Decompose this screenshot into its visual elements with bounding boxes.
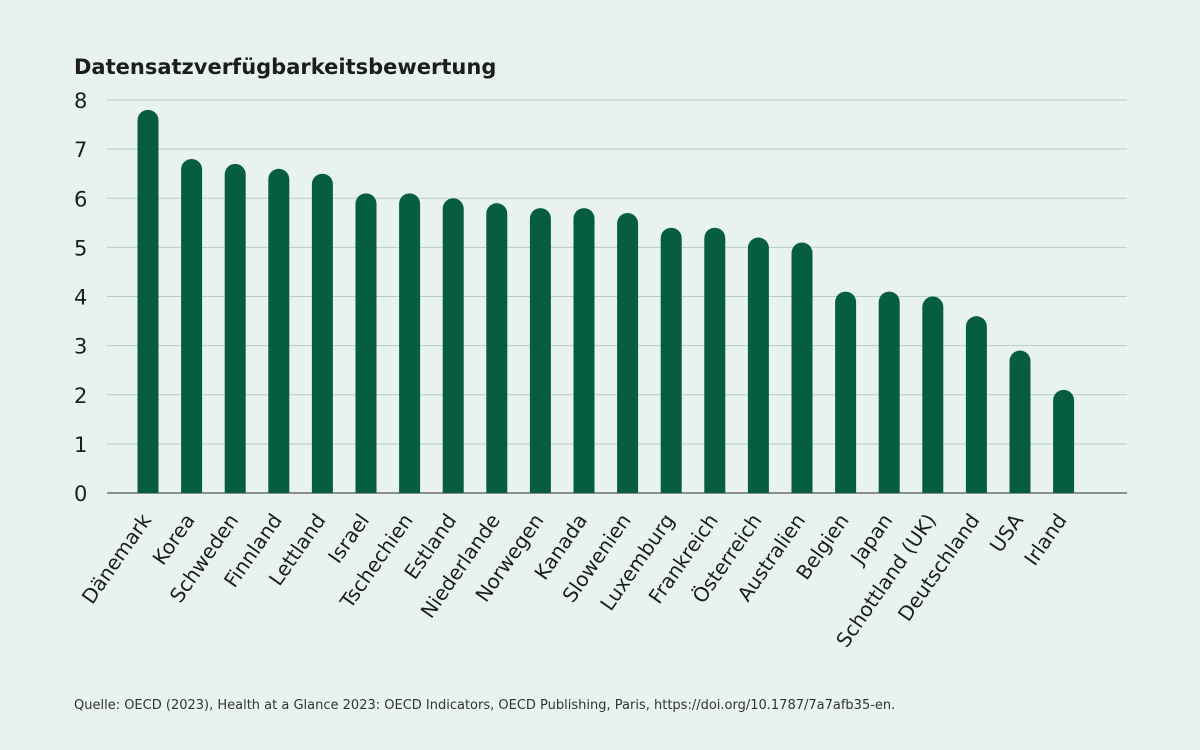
bar-deutschland <box>965 316 987 493</box>
chart-title: Datensatzverfügbarkeitsbewertung <box>74 55 496 79</box>
bar-schweden <box>224 163 246 494</box>
source-note: Quelle: OECD (2023), Health at a Glance … <box>74 698 896 713</box>
x-tick-label: Irland <box>1019 509 1072 570</box>
bars <box>137 109 1075 494</box>
bar-lettland <box>311 173 333 494</box>
bar-irland <box>1053 389 1075 493</box>
bar-tschechien <box>399 193 421 493</box>
bar-schottland-uk <box>922 296 944 493</box>
y-tick-label: 5 <box>74 236 87 260</box>
y-tick-label: 3 <box>74 335 87 359</box>
bar-frankreich <box>704 227 726 493</box>
bar-kanada <box>573 208 595 493</box>
bar-norwegen <box>529 208 551 493</box>
y-tick-label: 0 <box>74 482 87 506</box>
bar-usa <box>1009 350 1031 493</box>
bar-dänemark <box>137 109 159 493</box>
x-axis-labels: DänemarkKoreaSchwedenFinnlandLettlandIsr… <box>77 509 1072 652</box>
y-axis-ticks: 0 1 2 3 4 5 6 7 8 <box>74 89 87 506</box>
y-tick-label: 4 <box>74 286 87 310</box>
y-tick-label: 8 <box>74 89 87 113</box>
y-tick-label: 7 <box>74 138 87 162</box>
bar-estland <box>442 198 464 493</box>
bar-korea <box>181 158 203 493</box>
y-tick-label: 6 <box>74 187 87 211</box>
x-tick-label: USA <box>985 509 1029 557</box>
bar-japan <box>878 291 900 493</box>
bar-luxemburg <box>660 227 682 493</box>
y-tick-label: 1 <box>74 433 87 457</box>
bar-österreich <box>747 237 769 493</box>
bar-belgien <box>835 291 857 493</box>
bar-finnland <box>268 168 290 493</box>
bar-australien <box>791 242 813 493</box>
bar-niederlande <box>486 203 508 493</box>
x-tick-label: Dänemark <box>77 509 157 608</box>
y-tick-label: 2 <box>74 384 87 408</box>
bar-israel <box>355 193 377 493</box>
bar-slowenien <box>617 212 639 493</box>
